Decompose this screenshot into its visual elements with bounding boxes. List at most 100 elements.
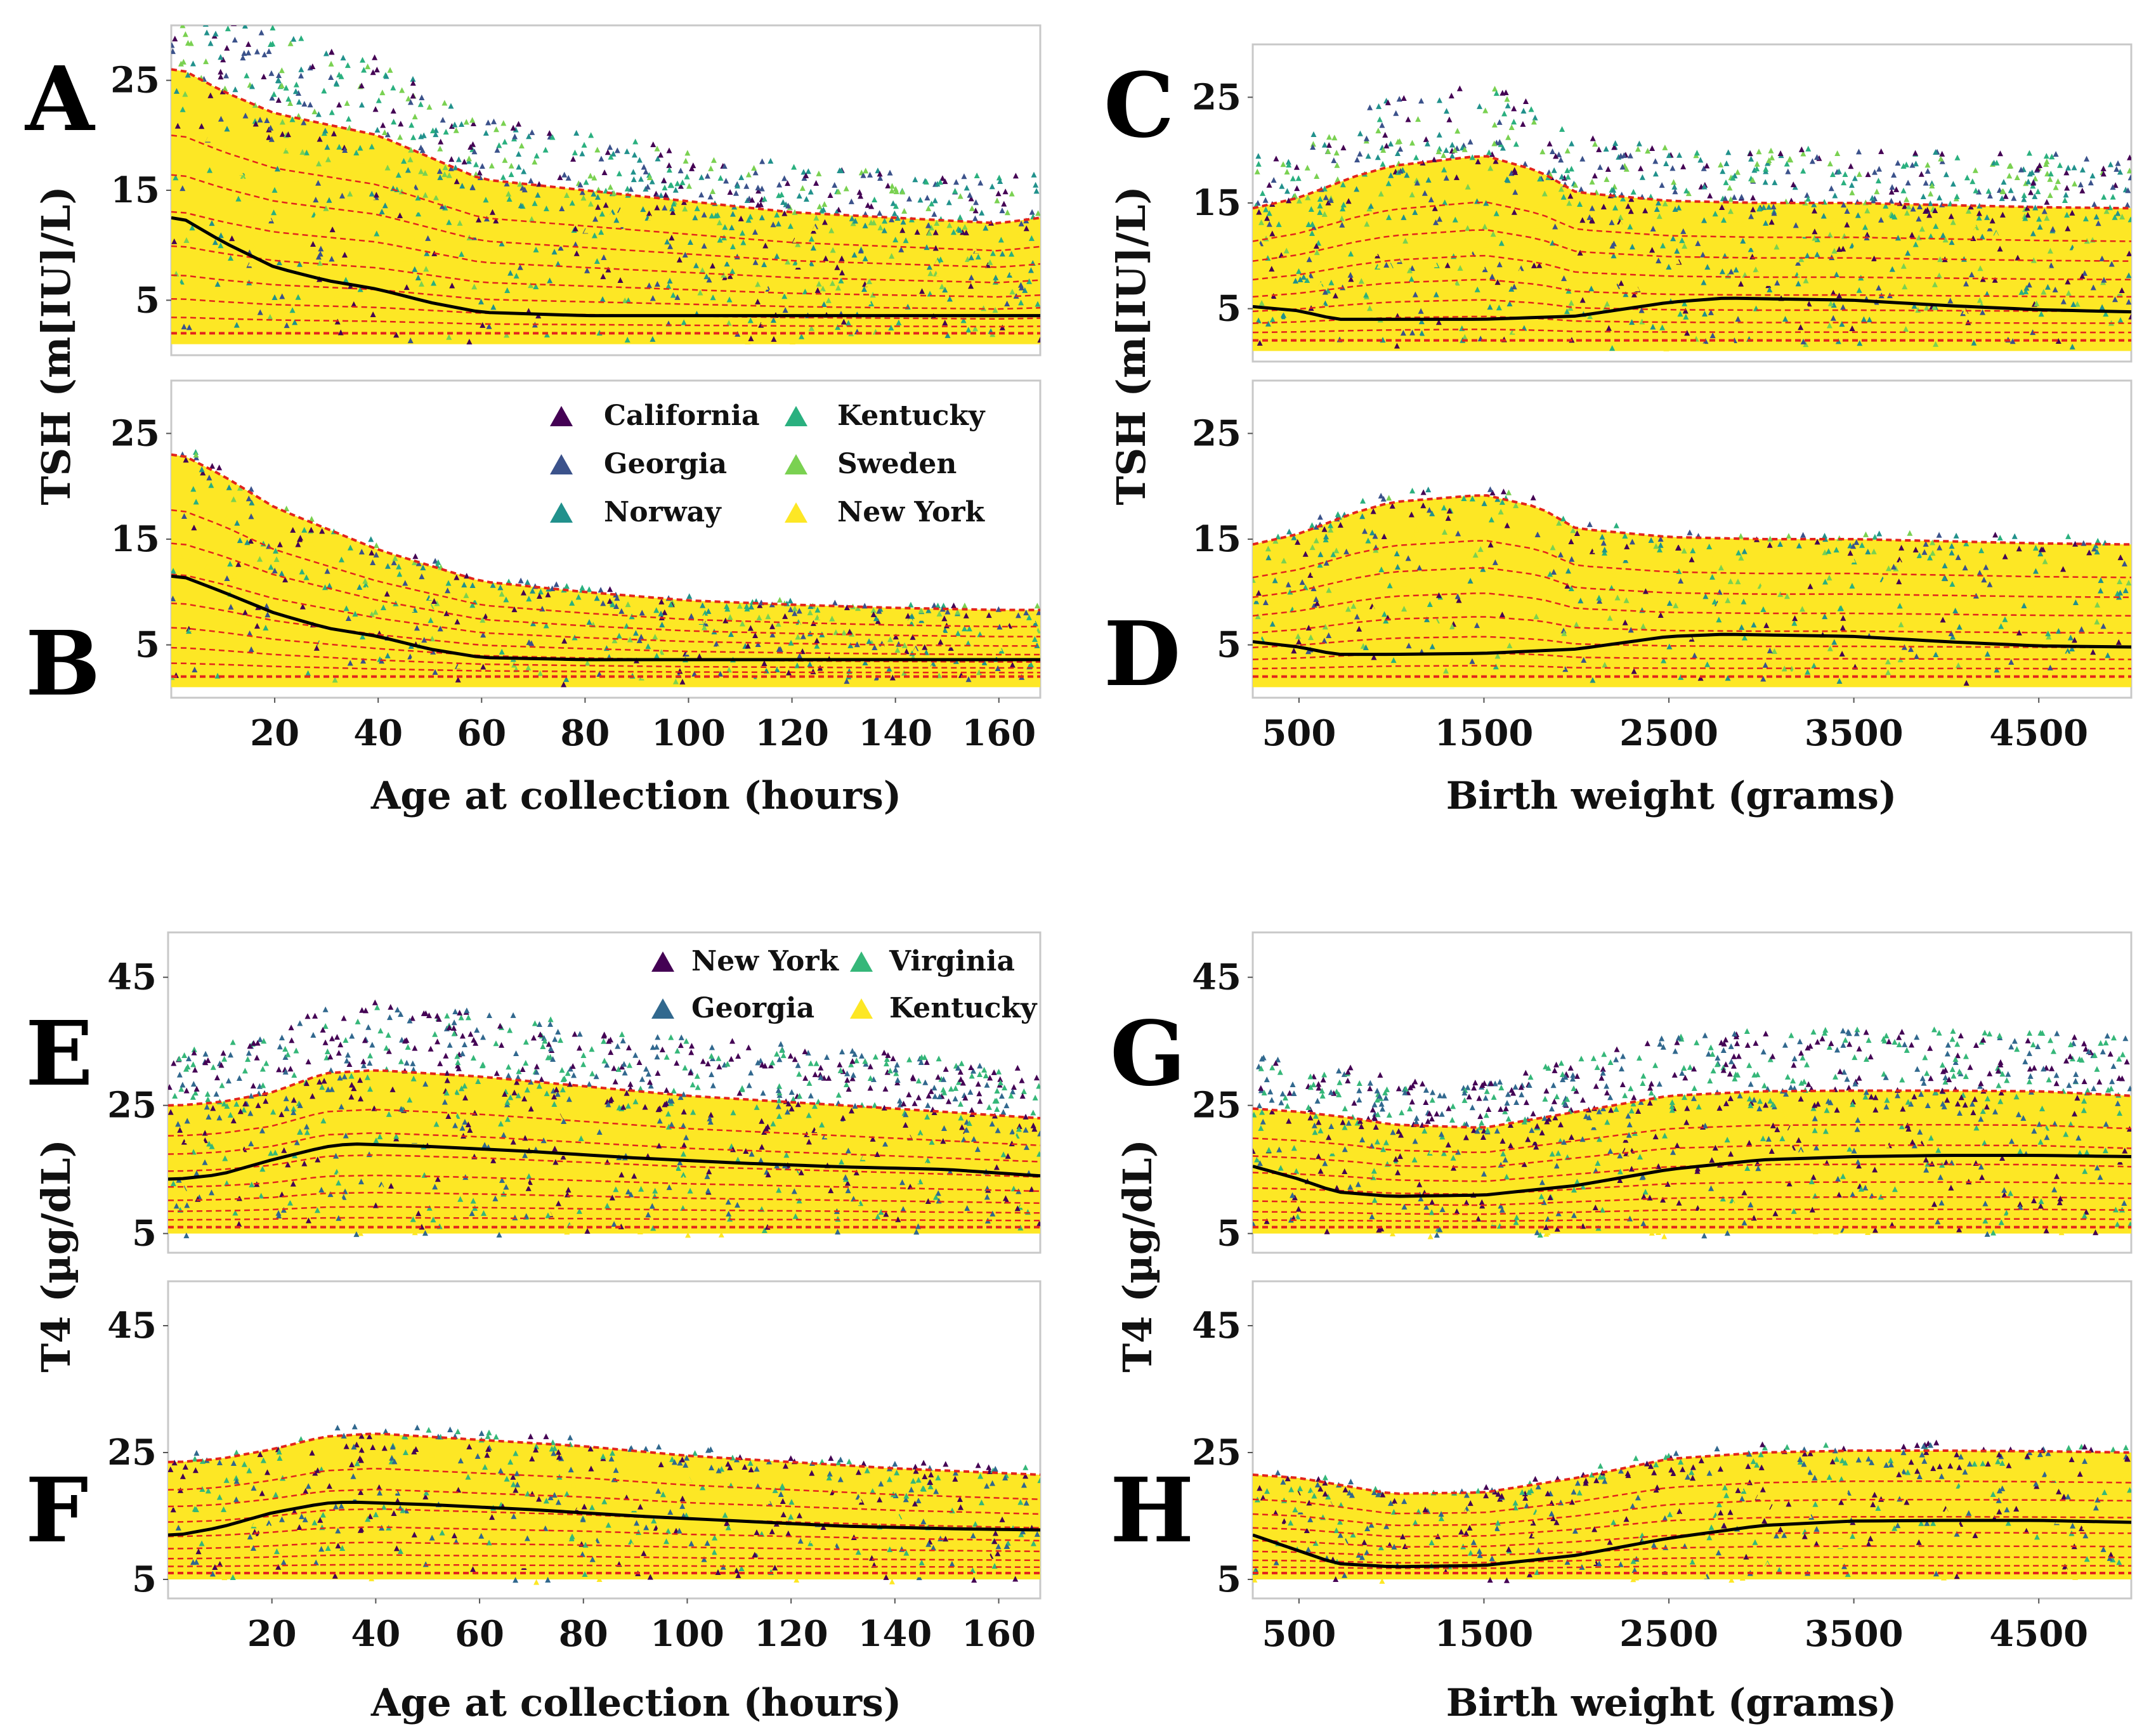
scatter-point bbox=[391, 167, 397, 173]
scatter-point bbox=[961, 173, 967, 180]
scatter-point bbox=[1280, 161, 1286, 167]
scatter-point bbox=[1893, 186, 1900, 192]
scatter-point bbox=[278, 570, 285, 577]
scatter-point bbox=[622, 274, 629, 280]
scatter-point bbox=[1321, 211, 1328, 217]
scatter-point bbox=[1741, 598, 1747, 604]
scatter-point bbox=[686, 263, 693, 269]
scatter-point bbox=[1534, 223, 1541, 229]
scatter-point bbox=[379, 262, 386, 268]
scatter-point bbox=[677, 1094, 684, 1101]
scatter-point bbox=[828, 1204, 835, 1210]
scatter-point bbox=[2117, 554, 2124, 561]
scatter-point bbox=[533, 284, 539, 290]
scatter-point bbox=[517, 264, 523, 270]
scatter-point bbox=[1438, 669, 1444, 676]
scatter-point bbox=[724, 261, 730, 267]
x-tick-label: 40 bbox=[353, 712, 403, 754]
scatter-point bbox=[921, 1124, 927, 1130]
scatter-point bbox=[1871, 548, 1877, 554]
scatter-point bbox=[1521, 611, 1527, 618]
scatter-point bbox=[1036, 1220, 1040, 1227]
scatter-point bbox=[579, 189, 585, 195]
scatter-point bbox=[521, 168, 527, 174]
scatter-point bbox=[1617, 330, 1624, 337]
scatter-point bbox=[299, 233, 306, 239]
scatter-point bbox=[421, 1214, 427, 1220]
scatter-point bbox=[1933, 341, 1939, 347]
scatter-point bbox=[403, 1059, 410, 1066]
scatter-point bbox=[1511, 284, 1517, 290]
scatter-point bbox=[854, 605, 861, 611]
scatter-point bbox=[618, 608, 625, 614]
centile-line bbox=[1253, 254, 2131, 281]
scatter-point bbox=[717, 338, 724, 344]
scatter-point bbox=[543, 205, 549, 211]
scatter-point bbox=[287, 1199, 293, 1206]
scatter-point bbox=[1342, 555, 1348, 561]
scatter-point bbox=[2060, 298, 2067, 304]
scatter-point bbox=[1488, 516, 1494, 523]
scatter-point bbox=[318, 245, 324, 252]
scatter-point bbox=[1612, 204, 1619, 211]
scatter-point bbox=[1663, 345, 1669, 351]
scatter-point bbox=[796, 1180, 802, 1186]
scatter-point bbox=[382, 202, 388, 209]
scatter-point bbox=[973, 284, 979, 290]
scatter-point bbox=[1529, 249, 1536, 256]
scatter-point bbox=[388, 566, 394, 572]
scatter-point bbox=[472, 594, 478, 601]
scatter-point bbox=[787, 598, 794, 604]
scatter-point bbox=[369, 549, 375, 556]
scatter-point bbox=[928, 225, 934, 231]
scatter-point bbox=[1551, 569, 1557, 575]
scatter-point bbox=[1702, 593, 1709, 599]
scatter-point bbox=[1865, 548, 1871, 554]
scatter-point bbox=[233, 322, 240, 328]
scatter-point bbox=[973, 199, 979, 206]
scatter-point bbox=[1015, 612, 1021, 618]
scatter-point bbox=[402, 580, 408, 586]
scatter-point bbox=[603, 1106, 609, 1112]
scatter-point bbox=[374, 1004, 381, 1010]
scatter-point bbox=[1575, 277, 1581, 283]
scatter-point bbox=[348, 1094, 355, 1100]
scatter-point bbox=[700, 602, 706, 608]
scatter-point bbox=[589, 206, 596, 212]
scatter-point bbox=[1874, 188, 1880, 195]
scatter-point bbox=[1414, 522, 1420, 528]
centile-line bbox=[171, 646, 1040, 669]
scatter-point bbox=[652, 1187, 658, 1194]
scatter-point bbox=[906, 195, 912, 202]
scatter-point bbox=[1292, 192, 1298, 199]
scatter-point bbox=[1420, 670, 1427, 677]
scatter-point bbox=[249, 499, 255, 506]
scatter-point bbox=[2124, 202, 2131, 208]
scatter-point bbox=[867, 171, 873, 178]
scatter-point bbox=[1610, 554, 1617, 561]
scatter-point bbox=[670, 292, 676, 298]
scatter-point bbox=[1428, 196, 1434, 202]
scatter-point bbox=[1892, 292, 1898, 299]
scatter-point bbox=[1023, 1144, 1029, 1150]
scatter-point bbox=[797, 622, 803, 628]
centile-line bbox=[171, 298, 1040, 320]
scatter-point bbox=[622, 232, 628, 238]
scatter-point bbox=[1009, 662, 1016, 668]
scatter-point bbox=[866, 245, 873, 251]
scatter-point bbox=[564, 1229, 570, 1235]
scatter-point bbox=[421, 217, 427, 223]
scatter-point bbox=[2095, 220, 2101, 226]
scatter-point bbox=[432, 1031, 438, 1037]
scatter-point bbox=[390, 107, 396, 114]
scatter-point bbox=[1305, 624, 1312, 630]
scatter-point bbox=[2008, 187, 2014, 193]
scatter-point bbox=[1369, 530, 1375, 536]
scatter-point bbox=[2069, 645, 2075, 651]
scatter-point bbox=[1633, 217, 1639, 223]
scatter-point bbox=[1847, 236, 1853, 242]
scatter-point bbox=[1741, 548, 1748, 554]
scatter-point bbox=[222, 610, 228, 616]
scatter-point bbox=[1600, 540, 1607, 546]
